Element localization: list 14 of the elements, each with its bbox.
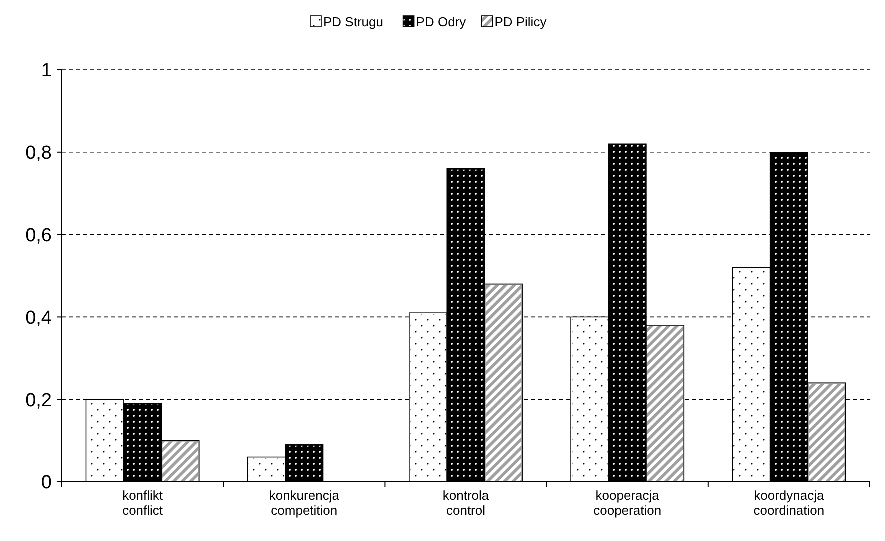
- y-tick-label: 0,2: [26, 390, 52, 412]
- y-tick-label: 1: [41, 60, 52, 82]
- x-tick-label: kooperacja cooperation: [594, 488, 662, 518]
- y-tick-label: 0: [41, 472, 52, 494]
- y-tick-label: 0,8: [26, 143, 52, 164]
- x-tick-label: konflikt conflict: [122, 488, 164, 518]
- legend-label: PD Odry: [416, 14, 467, 30]
- x-tick-label: kontrola control: [442, 488, 490, 518]
- x-tick-label: konkurencja competition: [269, 488, 340, 518]
- legend-label: PD Strugu: [324, 14, 384, 30]
- x-tick-label: koordynacja coordination: [754, 488, 826, 518]
- y-tick-label: 0,6: [26, 225, 52, 246]
- legend-label: PD Pilicy: [494, 14, 548, 30]
- y-tick-label: 0,4: [26, 308, 52, 329]
